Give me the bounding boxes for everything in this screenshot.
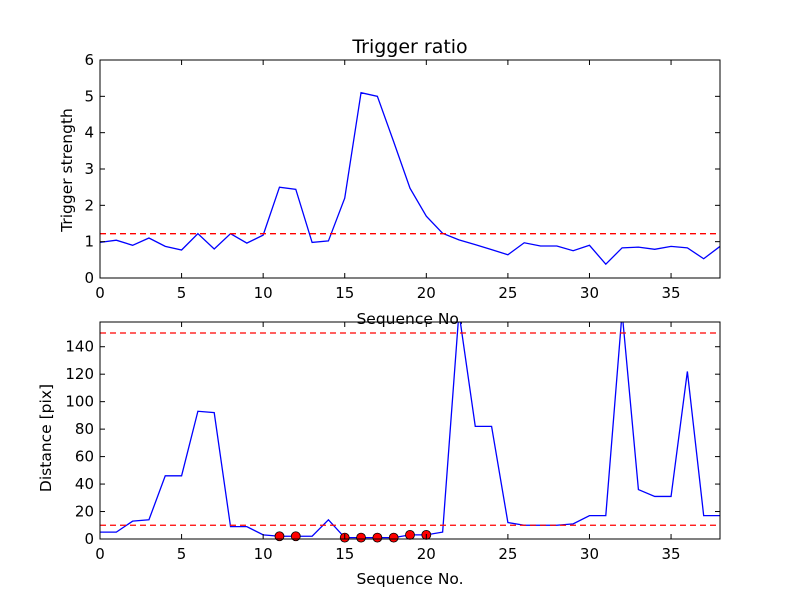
x-tick-label: 5 — [177, 545, 187, 563]
plot-frame — [99, 321, 721, 540]
x-tick-label: 10 — [254, 545, 273, 563]
y-axis-label: Trigger strength — [58, 108, 76, 233]
trigger-plot-area: 0 5 10 15 20 25 30 35 0 1 2 3 4 5 6 — [84, 51, 721, 302]
distance-plot-area: 0 5 10 15 20 25 30 35 0 20 40 60 80 100 120 140 — [65, 321, 721, 563]
x-tick-label: 35 — [662, 284, 681, 302]
y-tick-label: 0 — [84, 269, 94, 287]
x-tick-label: 0 — [95, 545, 105, 563]
series-line — [100, 322, 720, 539]
plot-frame — [99, 59, 721, 279]
y-tick-label: 60 — [75, 448, 94, 466]
y-tick-label: 3 — [84, 160, 94, 178]
data-point-marker — [356, 532, 366, 543]
y-tick-label: 80 — [75, 420, 94, 438]
y-tick-label: 100 — [65, 393, 94, 411]
x-tick-label: 30 — [580, 545, 599, 563]
x-tick-label: 15 — [335, 545, 354, 563]
x-tick-label: 0 — [95, 284, 105, 302]
series-line — [100, 91, 720, 266]
y-tick-label: 40 — [75, 475, 94, 493]
x-tick-label: 5 — [177, 284, 187, 302]
x-tick-label: 10 — [254, 284, 273, 302]
x-axis-label: Sequence No. — [356, 570, 463, 588]
y-tick-label: 2 — [84, 196, 94, 214]
chart-title: Trigger ratio — [351, 36, 467, 58]
x-tick-label: 15 — [335, 284, 354, 302]
y-tick-label: 5 — [84, 87, 94, 105]
x-tick-label: 30 — [580, 284, 599, 302]
y-axis-label: Distance [pix] — [37, 384, 55, 492]
trigger-ratio-chart: Trigger ratio 0 5 10 15 20 25 30 35 0 1 2 3 4 5 6 Sequ… — [58, 36, 721, 328]
x-axis-label: Sequence No. — [356, 310, 463, 328]
y-tick-label: 4 — [84, 124, 94, 142]
x-tick-label: 25 — [498, 284, 517, 302]
y-tick-label: 6 — [84, 51, 94, 69]
x-tick-label: 20 — [417, 284, 436, 302]
y-tick-label: 20 — [75, 503, 94, 521]
y-tick-label: 140 — [65, 338, 94, 356]
x-tick-label: 35 — [662, 545, 681, 563]
y-tick-label: 0 — [84, 530, 94, 548]
data-point-marker — [388, 532, 399, 543]
data-point-marker — [372, 532, 383, 543]
data-point-marker — [405, 529, 415, 540]
x-tick-label: 20 — [417, 545, 436, 563]
y-tick-label: 1 — [84, 233, 94, 251]
x-tick-label: 25 — [498, 545, 517, 563]
distance-chart: 0 5 10 15 20 25 30 35 0 20 40 60 80 100 120 140 Sequenc… — [37, 321, 721, 588]
y-tick-label: 120 — [65, 365, 94, 383]
